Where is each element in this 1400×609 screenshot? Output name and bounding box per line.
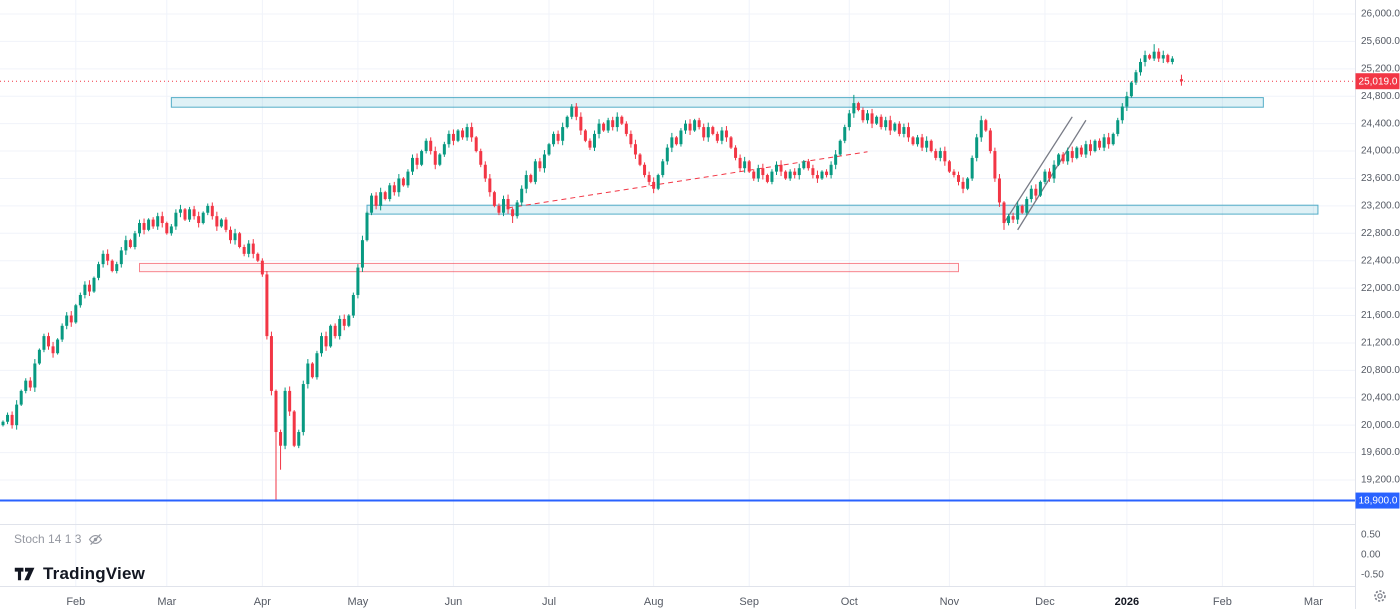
lower-support-zone[interactable] [366,204,1319,215]
dashed-trendline[interactable] [507,151,868,209]
axis-label: 24,800.0 [1361,91,1400,102]
red-price-zone[interactable] [139,262,959,273]
axis-label: Jul [542,596,556,608]
axis-label: 24,400.0 [1361,118,1400,129]
axis-label: -0.50 [1361,570,1384,581]
axis-label: 22,800.0 [1361,228,1400,239]
drawing-lines-layer[interactable] [507,116,1087,231]
axis-label: Jun [445,596,463,608]
drawing-zones-layer[interactable] [139,97,1319,273]
upper-resistance-zone[interactable] [170,97,1264,108]
axis-label: 23,200.0 [1361,201,1400,212]
axis-label: May [348,596,369,608]
axis-label: 22,000.0 [1361,283,1400,294]
axis-label: 20,800.0 [1361,365,1400,376]
time-axis-background[interactable] [0,587,1355,609]
stoch-indicator-row[interactable]: Stoch 14 1 3 [14,532,103,546]
axis-label: Feb [1213,596,1232,608]
time-axis[interactable]: Feb Mar Apr May Jun Jul Aug Sep Oct Nov Dec 2026 Feb… [0,587,1355,609]
indicator-visibility-toggle-icon[interactable] [88,533,103,546]
last-price-badge: 25,019.0 [1355,73,1400,90]
axis-label: 25,200.0 [1361,63,1400,74]
time-axis-settings-icon[interactable] [1373,589,1387,603]
pane-separators[interactable] [0,524,1400,587]
axis-label: 22,400.0 [1361,255,1400,266]
axis-label: Nov [940,596,960,608]
axis-label: 21,600.0 [1361,310,1400,321]
axis-label: 2026 [1115,596,1139,608]
stoch-indicator-label[interactable]: Stoch 14 1 3 [14,532,82,546]
axis-label: Sep [739,596,759,608]
axis-label: Feb [66,596,85,608]
price-axis[interactable]: 26,000.0 25,600.0 25,200.0 24,800.0 24,400.0… [1355,0,1400,609]
axis-label: 0.50 [1361,530,1381,541]
axis-label: 24,000.0 [1361,146,1400,157]
grid-layer [0,0,1355,586]
axis-label: 25,600.0 [1361,36,1400,47]
axis-label: 18,900.0 [1359,496,1398,507]
axis-label: 23,600.0 [1361,173,1400,184]
axis-label: 21,200.0 [1361,338,1400,349]
tradingview-logo-text: TradingView [43,564,146,583]
axis-label: Apr [254,596,271,608]
axis-label: Aug [644,596,664,608]
axis-label: 20,000.0 [1361,420,1400,431]
axis-label: 0.00 [1361,550,1381,561]
channel-trendline[interactable] [1017,119,1087,231]
candles-layer [1,44,1183,501]
axis-label: 19,200.0 [1361,475,1400,486]
tradingview-logo[interactable]: TradingView [14,564,145,584]
axis-label: 19,600.0 [1361,447,1400,458]
price-lines-layer[interactable] [0,80,1355,502]
axis-label: Mar [1304,596,1323,608]
tradingview-logo-icon [14,565,36,583]
axis-label: Oct [841,596,858,608]
axis-label: Mar [157,596,176,608]
axis-label: Dec [1035,596,1055,608]
channel-trendline[interactable] [1003,116,1073,224]
axis-label: 26,000.0 [1361,9,1400,20]
axis-label: 25,019.0 [1359,76,1398,87]
axis-label: 20,400.0 [1361,392,1400,403]
blue-line-price-badge: 18,900.0 [1355,492,1400,509]
